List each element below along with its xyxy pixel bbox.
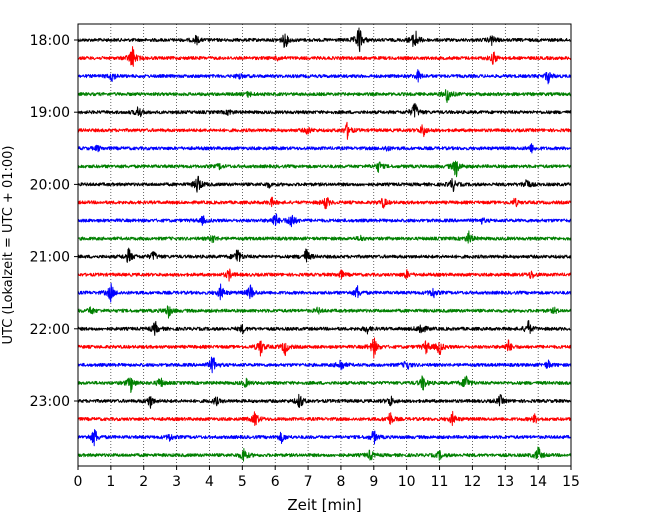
y-tick-label-1900: 19:00: [30, 105, 70, 121]
y-tick-label-1800: 18:00: [30, 33, 70, 49]
x-tick-label-1: 1: [106, 474, 115, 490]
trace-1815: [77, 46, 572, 67]
trace-1915: [77, 121, 572, 140]
trace-2330: [77, 429, 572, 447]
y-tick-label-2200: 22:00: [30, 322, 70, 338]
x-tick-label-3: 3: [172, 474, 181, 490]
trace-2200: [77, 320, 572, 336]
trace-2045: [77, 230, 572, 244]
x-axis-label: Zeit [min]: [287, 496, 361, 514]
trace-2100: [77, 247, 572, 263]
trace-1930: [77, 143, 572, 154]
trace-1830: [77, 69, 572, 85]
y-tick-label-2000: 20:00: [30, 177, 70, 193]
trace-2000: [77, 175, 572, 193]
trace-2315: [77, 410, 572, 427]
x-tick-label-8: 8: [336, 474, 345, 490]
plot-frame: [77, 23, 572, 467]
x-tick-label-0: 0: [74, 474, 83, 490]
y-tick-label-2300: 23:00: [30, 394, 70, 410]
trace-2215: [77, 337, 572, 359]
trace-2115: [77, 268, 572, 282]
trace-2145: [77, 305, 572, 319]
x-tick-label-15: 15: [562, 474, 580, 490]
x-tick-label-4: 4: [205, 474, 214, 490]
x-tick-label-9: 9: [369, 474, 378, 490]
trace-2345: [77, 446, 572, 462]
trace-1900: [77, 102, 572, 118]
x-tick-label-10: 10: [398, 474, 416, 490]
seismic-traces: [77, 27, 572, 462]
trace-2015: [77, 196, 572, 210]
trace-2230: [77, 356, 572, 374]
x-tick-label-5: 5: [238, 474, 247, 490]
x-tick-label-7: 7: [304, 474, 313, 490]
x-tick-label-14: 14: [529, 474, 547, 490]
x-tick-label-12: 12: [463, 474, 481, 490]
trace-2245: [77, 375, 572, 393]
y-axis-label: UTC (Lokalzeit = UTC + 01:00): [1, 146, 16, 345]
trace-1845: [77, 89, 572, 103]
trace-1800: [77, 27, 572, 53]
x-axis-ticks: 0 1 2 3 4 5 6 7 8 9 10 11 12 13 14 15: [74, 466, 580, 490]
x-tick-label-2: 2: [139, 474, 148, 490]
y-axis-ticks: 18:00 19:00 20:00 21:00 22:00 23:00: [30, 33, 78, 410]
x-tick-label-13: 13: [496, 474, 514, 490]
x-tick-label-6: 6: [271, 474, 280, 490]
trace-2300: [77, 393, 572, 409]
trace-1945: [77, 160, 572, 178]
trace-2030: [77, 213, 572, 228]
y-tick-label-2100: 21:00: [30, 250, 70, 266]
x-tick-label-11: 11: [431, 474, 449, 490]
trace-2130: [77, 282, 572, 303]
